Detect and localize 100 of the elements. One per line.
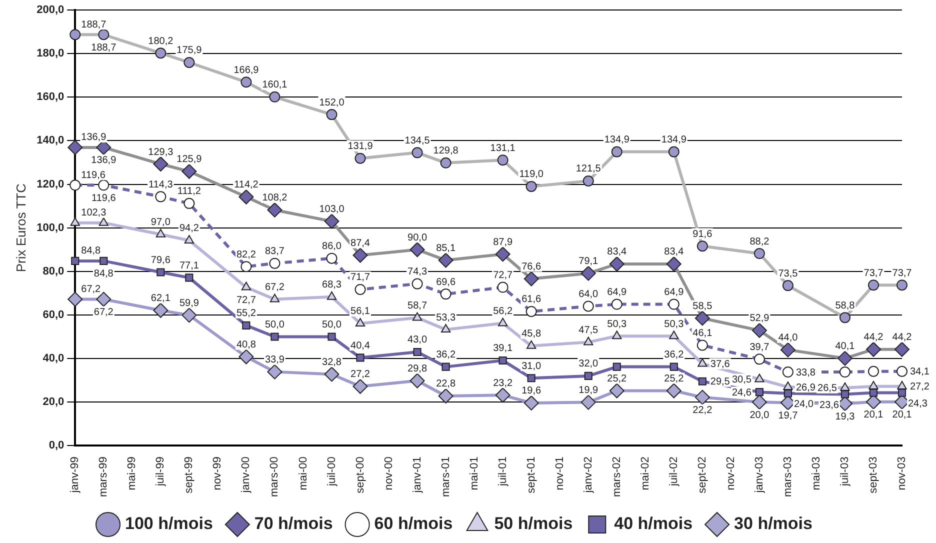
point (584, 372, 592, 380)
data-label: 64,0 (578, 288, 599, 300)
point (839, 312, 850, 324)
data-label: 27,2 (350, 369, 370, 380)
data-label: 53,3 (436, 312, 456, 324)
x-tick-label: juil-03 (839, 456, 852, 488)
point (780, 342, 796, 358)
data-label: 58,5 (692, 300, 713, 312)
point (782, 280, 794, 292)
point (698, 377, 706, 386)
data-label: 79,1 (578, 256, 599, 268)
point (70, 217, 80, 226)
data-label: 111,2 (177, 186, 202, 198)
point (784, 389, 792, 398)
x-tick-label: nov-02 (724, 456, 737, 490)
data-label: 59,9 (179, 298, 200, 309)
data-label: 136,9 (91, 155, 117, 166)
data-label: 71,7 (350, 272, 370, 284)
legend-label: 60 h/mois (374, 514, 453, 534)
point (611, 146, 622, 158)
data-label: 131,9 (348, 141, 374, 152)
data-label: 58,7 (408, 300, 428, 312)
point (98, 29, 110, 40)
data-label: 23,6 (820, 400, 840, 411)
data-label: 83,7 (264, 246, 285, 258)
x-tick-label: nov-99 (212, 456, 224, 490)
point (894, 342, 910, 357)
data-label: 64,9 (607, 287, 628, 298)
point (354, 284, 366, 295)
data-label: 55,2 (236, 308, 256, 320)
data-label: 175,9 (176, 45, 202, 56)
point (70, 180, 81, 191)
point (153, 302, 168, 318)
data-label: 44,2 (864, 332, 884, 344)
point (182, 164, 197, 179)
data-label: 180,2 (148, 36, 174, 47)
point (240, 76, 252, 88)
point (696, 240, 708, 252)
point (155, 191, 166, 202)
point (410, 242, 425, 258)
point (495, 246, 510, 262)
point (495, 388, 510, 403)
point (324, 214, 340, 229)
point (324, 366, 340, 382)
point (269, 258, 280, 269)
point (837, 350, 852, 366)
x-tick-label: juil-99 (154, 456, 167, 488)
point (442, 362, 450, 371)
point (668, 298, 680, 310)
point (526, 340, 536, 349)
data-label: 119,6 (81, 170, 106, 181)
point (868, 280, 879, 291)
point (612, 330, 622, 340)
point (868, 380, 878, 390)
data-label: 134,5 (404, 135, 430, 146)
data-label: 33,8 (796, 367, 816, 378)
x-tick-label: nov-03 (896, 456, 908, 490)
point (840, 382, 850, 391)
data-label: 102,3 (81, 208, 107, 219)
point (184, 234, 194, 244)
data-label: 77,1 (179, 260, 200, 272)
point (440, 157, 452, 168)
data-label: 23,2 (493, 378, 513, 389)
data-label: 44,2 (892, 332, 912, 344)
point (241, 282, 252, 290)
x-tick-label: mars-99 (98, 456, 110, 497)
data-label: 50,0 (322, 319, 342, 330)
data-label: 19,7 (778, 410, 798, 422)
point (100, 256, 108, 265)
point (354, 152, 366, 164)
point (498, 356, 507, 365)
point (498, 318, 508, 326)
data-label: 160,1 (262, 80, 288, 91)
data-label: 40,4 (350, 340, 370, 352)
data-label: 20,0 (750, 410, 770, 421)
data-label: 24,0 (794, 399, 814, 410)
data-label: 87,4 (350, 238, 370, 250)
point (98, 180, 110, 191)
point (609, 256, 624, 272)
x-tick-label: juil-00 (326, 456, 338, 488)
point (527, 374, 536, 382)
x-tick-label: sept-01 (525, 456, 538, 494)
data-label: 73,7 (892, 268, 912, 279)
x-tick-label: mai-02 (639, 456, 652, 490)
x-tick-label: mars-03 (782, 456, 794, 497)
point (754, 248, 765, 260)
data-label: 40,1 (835, 341, 856, 352)
data-label: 188,7 (91, 42, 117, 54)
data-label: 29,8 (408, 363, 428, 374)
data-label: 37,6 (710, 359, 730, 370)
x-tick-label: juil-01 (496, 456, 509, 488)
data-label: 72,7 (493, 270, 513, 282)
data-label: 19,6 (522, 386, 542, 397)
point (611, 298, 622, 310)
data-label: 25,2 (664, 374, 684, 385)
data-label: 24,3 (908, 398, 928, 410)
legend-label: 100 h/mois (125, 514, 213, 534)
data-label: 68,3 (322, 280, 342, 291)
data-label: 67,2 (94, 307, 114, 318)
data-label: 52,9 (750, 313, 770, 324)
